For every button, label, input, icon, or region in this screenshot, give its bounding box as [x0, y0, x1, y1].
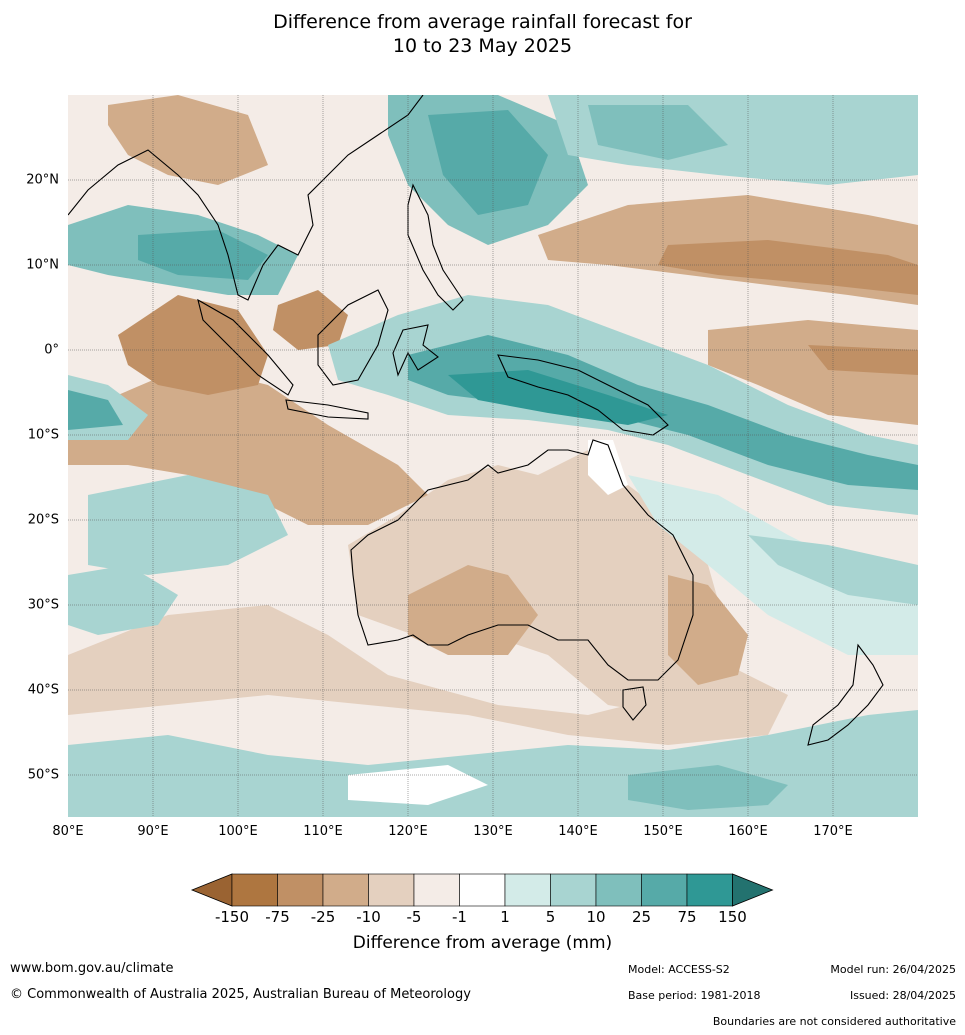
lon-label-130e: 130°E [473, 824, 513, 839]
map-canvas [68, 95, 918, 817]
lat-label-40s: 40°S [27, 682, 59, 698]
lat-label-10n: 10°N [26, 257, 59, 273]
tasman-dry-area [668, 575, 748, 685]
north-pacific-dry-core [658, 240, 918, 295]
colorbar-swatch [686, 873, 733, 907]
colorbar-tick-label: 5 [545, 908, 556, 926]
sumatra-coastline [197, 298, 294, 396]
png-wettest-core [448, 370, 668, 425]
issued-text: Issued: 28/04/2025 [849, 989, 956, 1002]
sumatra-dry-core [118, 295, 268, 395]
eastern-australia-neutral [588, 440, 628, 495]
lat-label-20n: 20°N [26, 172, 59, 188]
lon-label-110e: 110°E [303, 824, 343, 839]
lon-label-150e: 150°E [643, 824, 683, 839]
sulawesi-coastline [392, 324, 439, 377]
copyright-text: © Commonwealth of Australia 2025, Austra… [10, 987, 471, 1002]
lat-label-50s: 50°S [27, 767, 59, 783]
philippines-wet-core [428, 110, 548, 215]
lon-label-80e: 80°E [52, 824, 84, 839]
rainfall-anomaly-map [68, 95, 918, 817]
colorbar-swatch [413, 873, 460, 907]
colorbar-swatch [322, 873, 369, 907]
australia-drier-area [408, 565, 538, 655]
indian-ocean-dry-band [68, 365, 428, 525]
colorbar-tick-label: -150 [214, 908, 250, 926]
colorbar-tick-label: -5 [406, 908, 422, 926]
mainland-asia-coastline [68, 95, 424, 301]
colorbar-swatch [459, 873, 506, 907]
new-zealand-coastline [807, 643, 884, 746]
australia-dry-area [348, 445, 728, 715]
colorbar-tick-label: 150 [718, 908, 747, 926]
colorbar-tick-label: -25 [310, 908, 336, 926]
southern-ocean-wet-core [628, 765, 788, 810]
colorbar-tick-label: 1 [500, 908, 510, 926]
lat-label-10s: 10°S [27, 427, 59, 443]
colorbar-swatch [231, 873, 278, 907]
gridlines [68, 95, 918, 817]
lon-label-120e: 120°E [388, 824, 428, 839]
colorbar-svg [190, 873, 774, 907]
lon-label-90e: 90°E [137, 824, 169, 839]
colorbar-swatch [277, 873, 324, 907]
colorbar-swatch [368, 873, 415, 907]
bay-of-bengal-wet-core [138, 230, 268, 280]
lon-label-140e: 140°E [558, 824, 598, 839]
pacific-dry-band [708, 320, 918, 425]
tasmania-coastline [622, 686, 647, 721]
colorbar-tick-label: 10 [586, 908, 606, 926]
southern-ocean-neutral [348, 765, 488, 805]
australia-coastline [350, 439, 694, 681]
lat-label-30s: 30°S [27, 597, 59, 613]
model-run-text: Model run: 26/04/2025 [830, 963, 956, 976]
colorbar-tick-label: -10 [356, 908, 381, 926]
lat-label-0: 0° [44, 342, 59, 358]
indochina-dry-area [108, 95, 268, 185]
colorbar-swatch [504, 873, 551, 907]
colorbar-title: Difference from average (mm) [352, 933, 613, 953]
title-line-1: Difference from average rainfall forecas… [273, 11, 692, 33]
chart-title: Difference from average rainfall forecas… [0, 10, 965, 58]
disclaimer-text: Boundaries are not considered authoritat… [712, 1015, 956, 1028]
colorbar-arrow-right [732, 873, 774, 907]
colorbar-arrow-left [190, 873, 233, 907]
website-link[interactable]: www.bom.gov.au/climate [10, 961, 174, 976]
lon-label-170e: 170°E [813, 824, 853, 839]
title-line-2: 10 to 23 May 2025 [392, 35, 573, 57]
colorbar-swatch [641, 873, 688, 907]
lon-label-160e: 160°E [728, 824, 768, 839]
nw-pacific-wet-core [588, 105, 728, 160]
colorbar [190, 872, 775, 908]
colorbar-tick-label: -1 [452, 908, 467, 926]
base-period-text: Base period: 1981-2018 [628, 989, 761, 1002]
lat-label-20s: 20°S [27, 512, 59, 528]
colorbar-tick-label: -75 [265, 908, 290, 926]
coastlines [68, 95, 884, 746]
south-indian-wet-core [68, 390, 123, 430]
borneo-dry-core [273, 290, 348, 350]
lon-label-100e: 100°E [218, 824, 258, 839]
indian-ocean-wet-patches-2 [68, 565, 178, 635]
model-text: Model: ACCESS-S2 [628, 963, 730, 976]
java-coastline [285, 399, 369, 420]
colorbar-tick-label: 25 [631, 908, 652, 926]
colorbar-tick-label: 75 [677, 908, 697, 926]
southern-ocean-dry-band [68, 605, 788, 745]
pacific-dry-core [808, 345, 918, 375]
colorbar-swatch [595, 873, 642, 907]
colorbar-swatch [550, 873, 597, 907]
